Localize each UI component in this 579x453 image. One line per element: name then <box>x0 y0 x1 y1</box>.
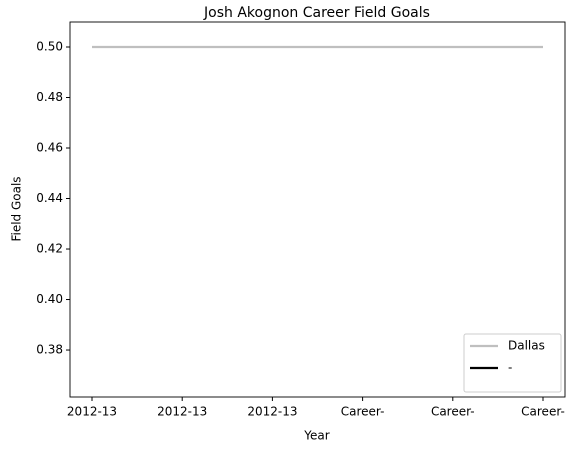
plot-frame <box>69 21 566 398</box>
y-tick-label: 0.50 <box>36 40 63 54</box>
x-axis-label: Year <box>303 429 329 443</box>
y-axis-label: Field Goals <box>10 176 24 241</box>
x-tick-label: Career- <box>521 405 565 419</box>
x-tick-label: 2012-13 <box>157 405 207 419</box>
y-tick-label: 0.48 <box>36 90 63 104</box>
x-tick-label: 2012-13 <box>247 405 297 419</box>
chart-title: Josh Akognon Career Field Goals <box>203 5 430 21</box>
y-tick-label: 0.42 <box>36 242 63 256</box>
legend-label: Dallas <box>508 339 545 353</box>
x-tick-label: Career- <box>431 405 475 419</box>
legend-label: - <box>508 361 512 375</box>
y-tick-label: 0.44 <box>36 191 63 205</box>
x-tick-label: 2012-13 <box>67 405 117 419</box>
x-tick-label: Career- <box>341 405 385 419</box>
y-tick-label: 0.38 <box>36 343 63 357</box>
y-tick-label: 0.46 <box>36 141 63 155</box>
y-tick-label: 0.40 <box>36 292 63 306</box>
legend-box <box>463 333 562 393</box>
